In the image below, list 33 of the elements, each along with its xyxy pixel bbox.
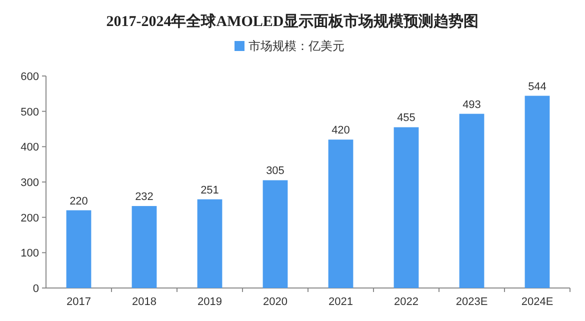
data-label: 305 <box>266 165 284 178</box>
y-tick-label: 300 <box>20 177 39 189</box>
bar <box>197 199 222 288</box>
data-label: 493 <box>462 98 481 111</box>
bar <box>262 180 288 288</box>
y-tick-label: 500 <box>20 106 39 118</box>
x-tick-label: 2021 <box>328 296 353 308</box>
bar <box>524 96 550 288</box>
y-tick-label: 200 <box>20 212 39 224</box>
data-label: 251 <box>200 184 219 196</box>
data-label: 232 <box>135 191 154 204</box>
x-tick-label: 2018 <box>132 296 156 308</box>
bar <box>394 127 419 288</box>
bar <box>328 140 354 288</box>
data-label: 544 <box>528 80 546 93</box>
data-label: 455 <box>397 112 416 124</box>
y-tick-label: 400 <box>20 142 39 154</box>
bar <box>132 206 157 288</box>
data-label: 420 <box>332 124 350 137</box>
x-tick-label: 2020 <box>263 296 288 308</box>
x-tick-label: 2024E <box>521 296 554 308</box>
bar <box>459 114 484 288</box>
data-label: 220 <box>70 195 88 208</box>
x-tick-label: 2023E <box>456 296 488 308</box>
bar <box>66 210 92 288</box>
y-tick-label: 600 <box>20 71 39 83</box>
x-tick-label: 2019 <box>198 296 222 308</box>
legend-label: 市场规模：亿美元 <box>248 39 344 53</box>
y-tick-label: 100 <box>20 248 39 260</box>
y-tick-label: 0 <box>32 283 39 295</box>
x-tick-label: 2022 <box>394 296 418 308</box>
chart-title: 2017-2024年全球AMOLED显示面板市场规模预测趋势图 <box>106 12 479 30</box>
x-tick-label: 2017 <box>66 296 91 308</box>
